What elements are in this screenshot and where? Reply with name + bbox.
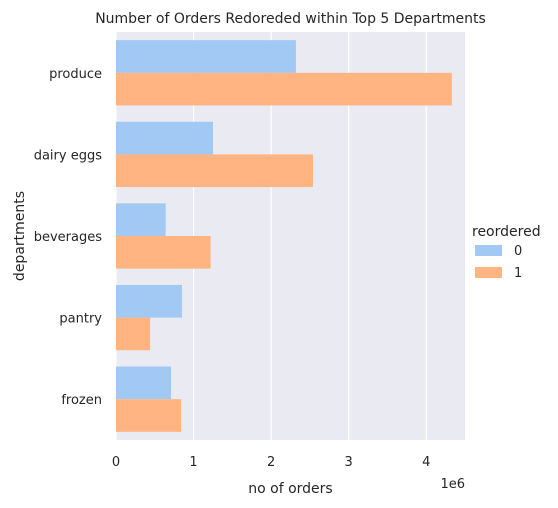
bar-beverages-series-1 <box>116 236 211 269</box>
bar-pantry-series-1 <box>116 317 151 351</box>
bar-frozen-series-0 <box>116 366 172 400</box>
x-tick-label: 0 <box>112 455 120 470</box>
bar-pantry-series-0 <box>116 284 182 318</box>
x-tick-label: 3 <box>345 455 353 470</box>
x-axis-scale-label: 1e6 <box>440 477 465 492</box>
y-tick-label: dairy eggs <box>34 148 103 163</box>
x-tick-label: 4 <box>422 455 430 470</box>
bar-produce-series-1 <box>116 72 452 106</box>
chart-title: Number of Orders Redoreded within Top 5 … <box>95 11 486 27</box>
x-axis-label: no of orders <box>248 481 332 497</box>
y-tick-label: produce <box>49 67 102 82</box>
legend-swatch <box>475 245 502 256</box>
x-tick-label: 2 <box>267 455 275 470</box>
bar-beverages-series-0 <box>116 203 166 236</box>
x-tick-label: 1 <box>189 455 197 470</box>
bar-frozen-series-1 <box>116 399 182 432</box>
bar-produce-series-0 <box>116 40 296 73</box>
legend: reordered 01 <box>472 224 541 281</box>
y-tick-label: beverages <box>34 230 103 245</box>
bar-dairy-eggs-series-0 <box>116 121 213 155</box>
bars <box>116 40 452 432</box>
bar-dairy-eggs-series-1 <box>116 154 313 188</box>
legend-label: 1 <box>514 266 522 281</box>
x-tick-labels: 0 1 2 3 4 <box>112 455 431 470</box>
legend-swatch <box>475 267 502 278</box>
y-tick-labels: produce dairy eggs beverages pantry frozen <box>34 67 103 408</box>
legend-title: reordered <box>472 224 541 240</box>
y-axis-label: departments <box>12 191 28 281</box>
legend-items: 01 <box>475 244 522 281</box>
legend-label: 0 <box>514 244 522 259</box>
y-tick-label: pantry <box>59 312 102 327</box>
y-tick-label: frozen <box>61 393 102 408</box>
